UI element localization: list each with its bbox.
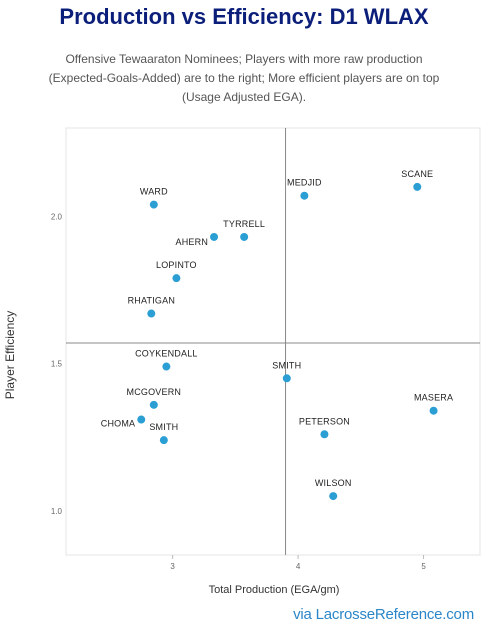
y-tick-label: 2.0	[51, 212, 63, 221]
point-label: SCANE	[401, 169, 433, 179]
point-label: SMITH	[149, 422, 178, 432]
data-point	[282, 374, 291, 383]
point-label: WILSON	[315, 478, 352, 488]
point-label: CHOMA	[101, 419, 136, 429]
point-label: MASERA	[414, 393, 453, 403]
source-credit: via LacrosseReference.com	[293, 606, 474, 623]
x-tick-label: 4	[296, 562, 301, 571]
point-label: WARD	[140, 187, 168, 197]
data-point	[329, 492, 338, 501]
data-point	[149, 200, 158, 209]
data-point	[300, 191, 309, 200]
y-tick-label: 1.0	[51, 507, 63, 516]
x-tick-label: 3	[170, 562, 175, 571]
x-axis-label: Total Production (EGA/gm)	[208, 584, 340, 596]
data-point	[162, 362, 171, 371]
data-point	[172, 274, 181, 283]
data-point	[137, 415, 146, 424]
point-label: RHATIGAN	[128, 296, 175, 306]
point-label: MCGOVERN	[127, 387, 182, 397]
data-point	[240, 232, 249, 241]
chart-subtitle: Offensive Tewaaraton Nominees; Players w…	[48, 52, 440, 104]
data-point	[147, 309, 156, 318]
point-label: TYRRELL	[223, 219, 265, 229]
y-axis-ticks: 1.0 1.5 2.0	[51, 212, 63, 515]
point-label: SMITH	[272, 360, 301, 370]
data-point	[320, 430, 329, 439]
point-label: MEDJID	[287, 178, 322, 188]
data-point	[429, 406, 438, 415]
data-point	[159, 436, 168, 445]
data-points: SCANE MEDJID WARD TYRRELL AHERN LOPINTO RHATIG…	[101, 169, 453, 501]
plot-frame	[65, 127, 481, 556]
y-axis-label: Player Efficiency	[3, 310, 17, 400]
point-label: AHERN	[176, 237, 209, 247]
data-point	[149, 400, 158, 409]
x-axis-ticks: 3 4 5	[170, 555, 426, 571]
data-point	[413, 182, 422, 191]
y-tick-label: 1.5	[51, 360, 63, 369]
point-label: PETERSON	[299, 416, 350, 426]
point-label: COYKENDALL	[135, 349, 198, 359]
point-label: LOPINTO	[156, 260, 197, 270]
x-tick-label: 5	[421, 562, 426, 571]
chart-title: Production vs Efficiency: D1 WLAX	[59, 4, 429, 29]
data-point	[210, 232, 219, 241]
